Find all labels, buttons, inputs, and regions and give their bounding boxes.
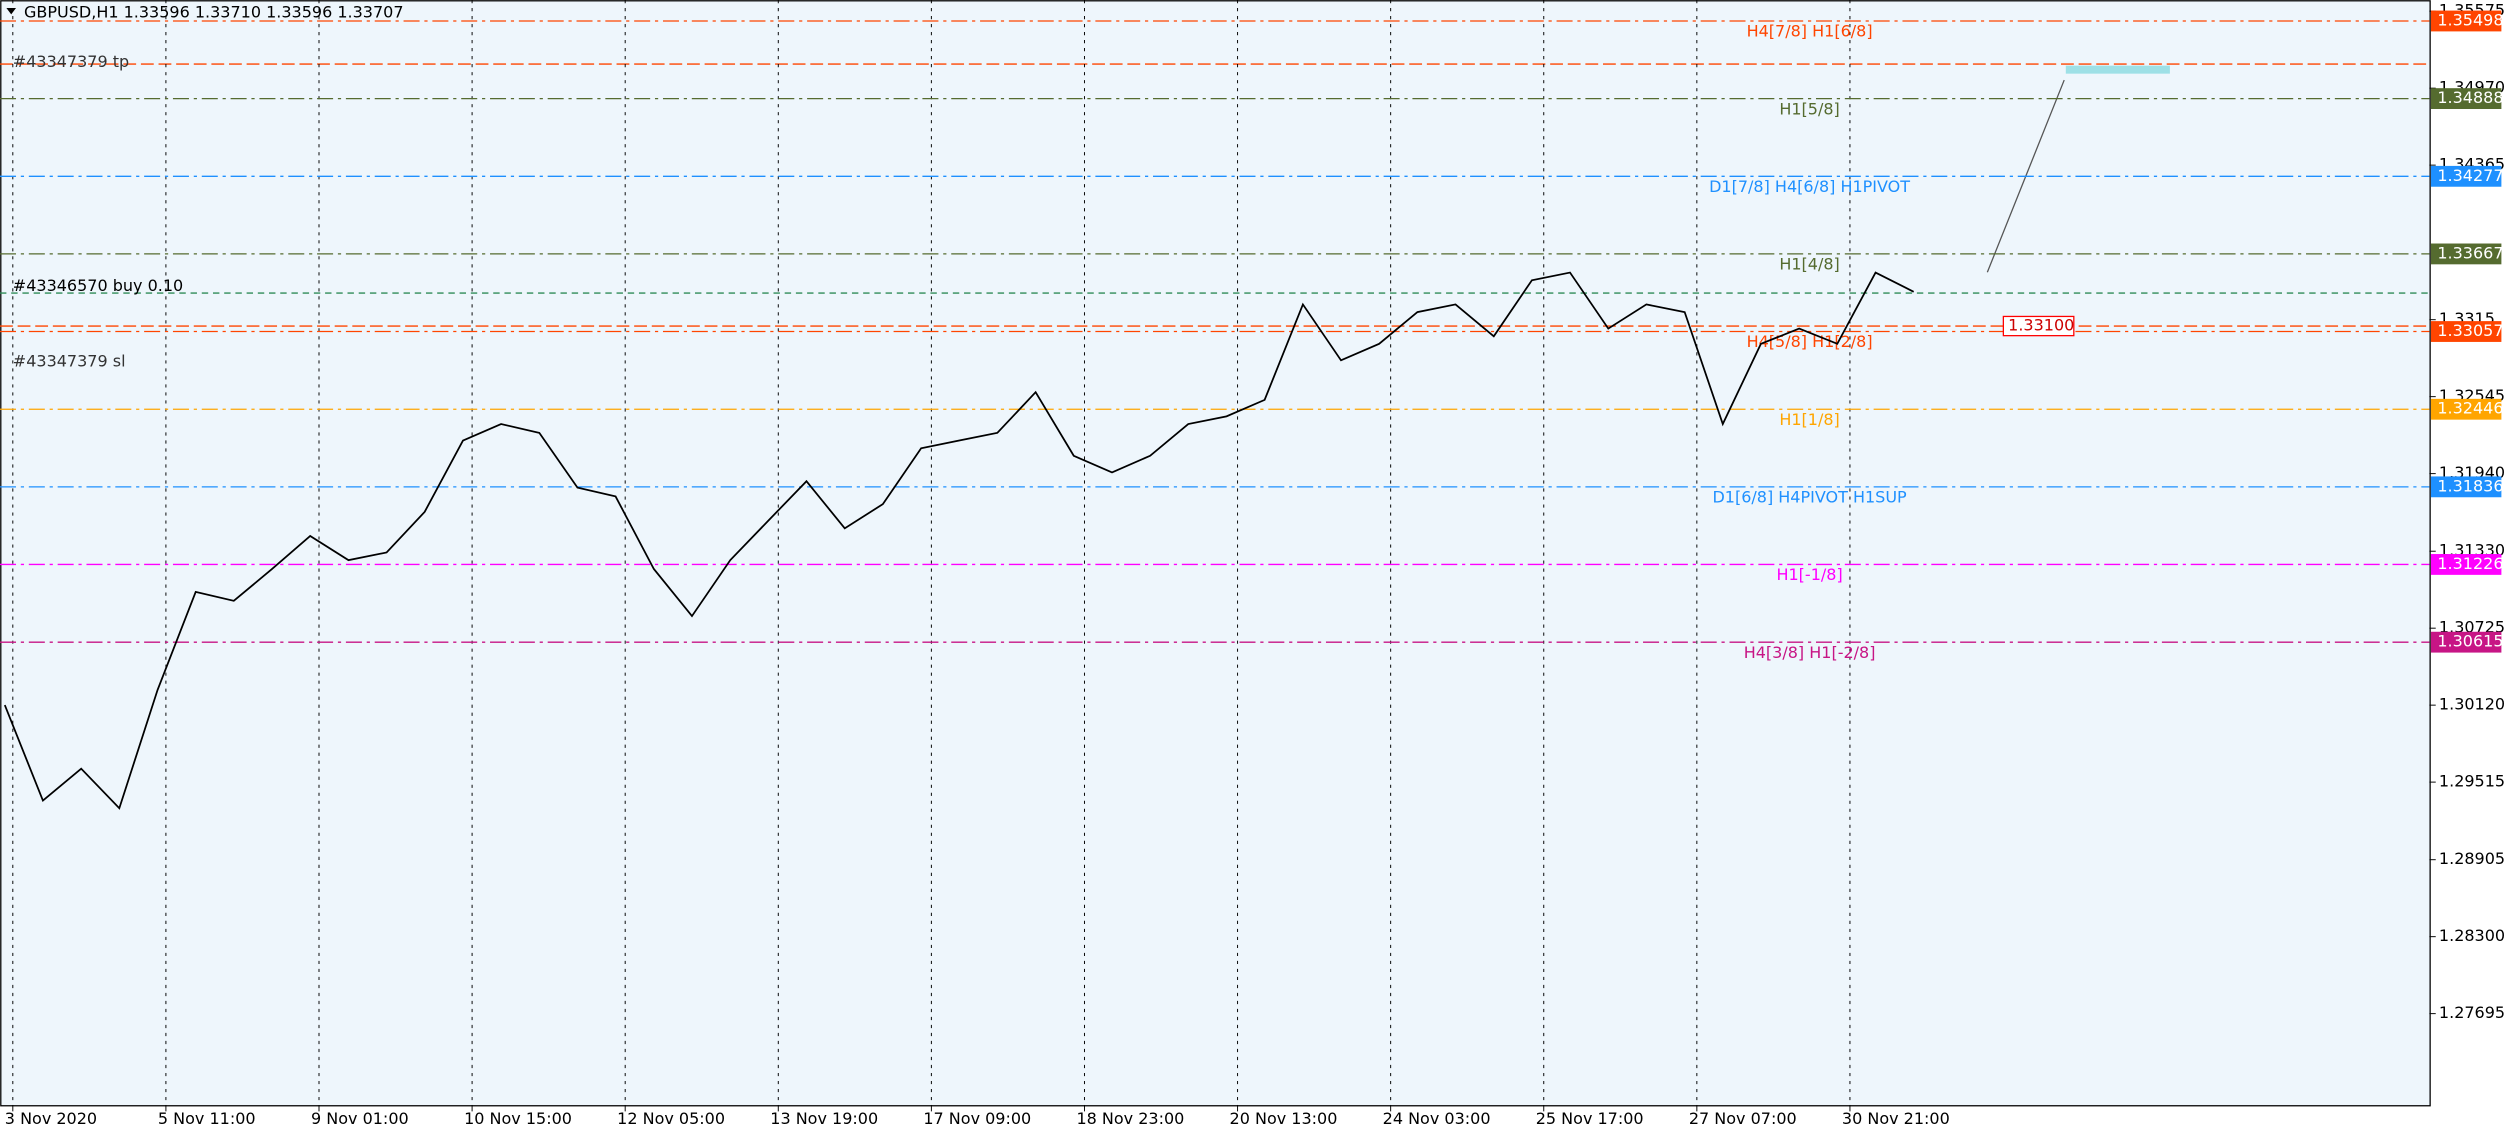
price-line [3,271,1915,810]
x-tick-label: 17 Nov 09:00 [923,1109,1031,1128]
price-box [2430,10,2502,32]
y-tick-label: 1.29515 [2439,772,2505,791]
price-box [2430,243,2502,265]
price-box-label: 1.30615 [2437,632,2503,651]
price-box-label: 1.31836 [2437,476,2503,495]
level-label: H1[-1/8] [1776,565,1842,584]
price-box-label: 1.34888 [2437,88,2503,107]
x-tick-label: 5 Nov 11:00 [158,1109,256,1128]
level-label: H1[4/8] [1779,255,1839,274]
tp-box [2065,65,2170,74]
sl-tag-label: 1.33100 [2008,316,2074,335]
y-tick-label: 1.28300 [2439,926,2505,945]
order-label: #43346570 buy 0.10 [13,276,183,295]
price-box [2430,554,2502,575]
level-label: H4[3/8] H1[-2/8] [1744,643,1876,662]
price-box-label: 1.35498 [2437,10,2503,29]
level-label: D1[7/8] H4[6/8] H1PIVOT [1709,177,1910,196]
price-box-label: 1.33667 [2437,243,2503,262]
price-box [2430,88,2502,110]
price-box [2430,476,2502,498]
level-label: H4[7/8] H1[6/8] [1747,22,1873,41]
plot-area [0,0,2431,1107]
x-tick-label: 9 Nov 01:00 [311,1109,409,1128]
x-tick-label: 30 Nov 21:00 [1842,1109,1950,1128]
y-tick-label: 1.27695 [2439,1003,2505,1022]
level-label: H1[5/8] [1779,99,1839,118]
price-box [2430,631,2502,653]
x-tick-label: 3 Nov 2020 [5,1109,97,1128]
price-box [2430,165,2502,187]
price-box-label: 1.34277 [2437,166,2503,185]
order-label: #43347379 tp [13,52,129,71]
x-tick-label: 27 Nov 07:00 [1689,1109,1797,1128]
order-label: #43347379 sl [13,351,126,370]
y-tick-label: 1.28905 [2439,849,2505,868]
x-tick-label: 18 Nov 23:00 [1076,1109,1184,1128]
symbol-header: GBPUSD,H1 1.33596 1.33710 1.33596 1.3370… [24,2,404,21]
x-tick-label: 12 Nov 05:00 [617,1109,725,1128]
price-box-label: 1.32446 [2437,399,2503,418]
price-box-label: 1.31226 [2437,554,2503,573]
y-tick-label: 1.30120 [2439,695,2505,714]
price-box-label: 1.33057 [2437,321,2503,340]
menu-arrow[interactable] [6,8,17,15]
sl-tag [2002,315,2075,337]
x-tick-label: 20 Nov 13:00 [1230,1109,1338,1128]
x-tick-label: 24 Nov 03:00 [1383,1109,1491,1128]
price-box [2430,398,2502,420]
x-tick-label: 25 Nov 17:00 [1536,1109,1644,1128]
price-box [2430,321,2502,342]
x-tick-label: 10 Nov 15:00 [464,1109,572,1128]
x-tick-label: 13 Nov 19:00 [770,1109,878,1128]
level-label: D1[6/8] H4PIVOT H1SUP [1712,488,1907,507]
level-label: H1[1/8] [1779,410,1839,429]
